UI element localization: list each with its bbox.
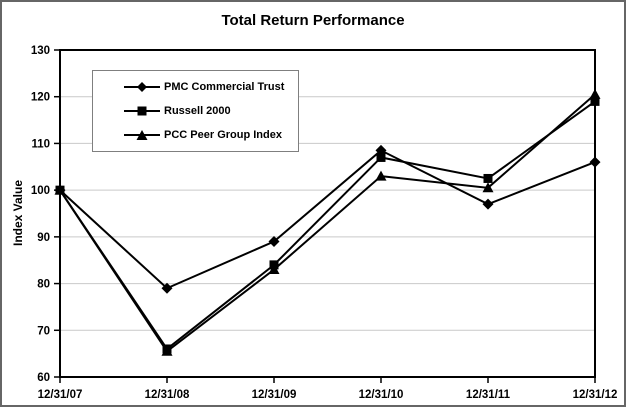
triangle-marker — [161, 345, 173, 356]
y-tick-label: 130 — [31, 45, 50, 57]
y-tick-label: 60 — [37, 372, 50, 384]
y-axis-title: Index Value — [11, 179, 25, 247]
x-tick-label: 12/31/11 — [466, 389, 511, 401]
chart-title: Total Return Performance — [221, 12, 405, 29]
triangle-marker — [375, 170, 387, 181]
triangle-marker-icon — [124, 130, 160, 140]
legend-item: PCC Peer Group Index — [123, 129, 294, 141]
diamond-marker — [161, 282, 173, 294]
y-tick-label: 70 — [37, 325, 50, 337]
series-line-diamond — [59, 149, 596, 290]
triangle-marker — [54, 184, 66, 195]
x-tick-label: 12/31/07 — [38, 389, 83, 401]
square-marker-icon — [124, 106, 160, 116]
triangle-marker — [268, 264, 280, 275]
y-tick-label: 90 — [37, 232, 50, 244]
square-marker — [590, 96, 600, 106]
y-tick-label: 100 — [31, 185, 50, 197]
y-tick-label: 80 — [37, 279, 50, 291]
x-tick-label: 12/31/10 — [359, 389, 404, 401]
y-tick-label: 120 — [31, 92, 50, 104]
diamond-marker — [268, 236, 280, 248]
series-line-square — [59, 100, 596, 351]
legend: PMC Commercial Trust Russell 2000 PCC Pe… — [92, 70, 299, 152]
square-marker — [483, 173, 493, 183]
legend-label: PCC Peer Group Index — [164, 129, 282, 141]
square-marker — [376, 152, 386, 162]
x-tick-label: 12/31/08 — [145, 389, 190, 401]
legend-item: Russell 2000 — [123, 105, 294, 117]
x-tick-label: 12/31/09 — [252, 389, 297, 401]
triangle-marker — [589, 88, 601, 99]
y-tick-label: 110 — [31, 138, 50, 150]
diamond-marker — [589, 156, 601, 168]
x-tick-label: 12/31/12 — [573, 389, 618, 401]
triangle-marker — [482, 182, 494, 193]
diamond-marker — [482, 198, 494, 210]
legend-label: PMC Commercial Trust — [164, 81, 285, 93]
diamond-marker-icon — [124, 82, 160, 92]
series-line-triangle — [59, 93, 596, 353]
legend-item: PMC Commercial Trust — [123, 81, 294, 93]
plot-frame — [59, 49, 596, 378]
legend-label: Russell 2000 — [164, 105, 231, 117]
